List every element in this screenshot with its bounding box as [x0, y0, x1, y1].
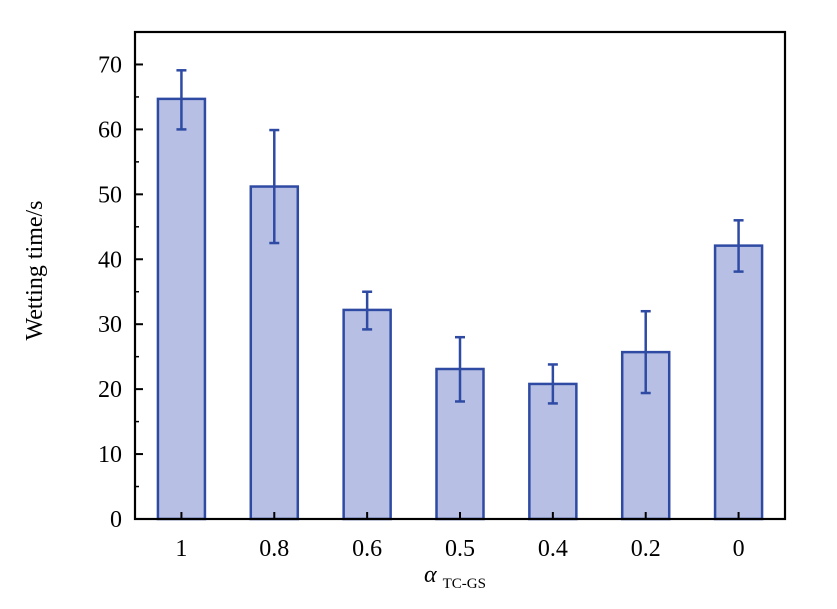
- x-axis-title-subscript: TC-GS: [443, 576, 486, 592]
- x-axis-title: α TC-GS: [424, 562, 486, 592]
- x-tick-label: 0.8: [259, 536, 289, 562]
- error-bar-0.8: [269, 128, 280, 245]
- bar-0: [713, 244, 764, 521]
- error-bar-1: [176, 69, 187, 131]
- x-tick-label: 0.5: [445, 536, 475, 562]
- x-tick-label: 0.4: [538, 536, 568, 562]
- bar-0.6: [342, 308, 392, 521]
- y-tick-label: 60: [98, 117, 122, 143]
- y-axis: 0 10 20 30 40 50 60 70: [98, 52, 143, 533]
- error-bars-group: [176, 69, 744, 405]
- x-tick-label: 0.6: [352, 536, 382, 562]
- error-bar-0.6: [362, 290, 373, 331]
- error-bar-0.5: [455, 335, 465, 403]
- y-axis-title: Wetting time/s: [22, 200, 48, 340]
- y-tick-label: 20: [98, 377, 122, 403]
- y-tick-label: 10: [98, 442, 122, 468]
- y-tick-label: 70: [98, 52, 122, 78]
- x-tick-label: 0.2: [631, 536, 661, 562]
- error-bar-0.2: [640, 309, 651, 395]
- bar-1: [156, 97, 207, 521]
- y-tick-label: 40: [98, 247, 122, 273]
- bars-group: [156, 97, 764, 521]
- x-axis-title-symbol: α: [424, 562, 437, 588]
- error-bar-0: [733, 219, 744, 273]
- x-tick-label: 1: [175, 536, 187, 562]
- y-tick-label: 0: [110, 507, 122, 533]
- x-axis: 1 0.8 0.6 0.5 0.4 0.2 0: [175, 512, 745, 562]
- y-tick-label: 50: [98, 182, 122, 208]
- error-bar-0.4: [547, 363, 558, 405]
- y-tick-label: 30: [98, 312, 122, 338]
- bar-0.2: [620, 350, 671, 521]
- x-tick-label: 0: [733, 536, 745, 562]
